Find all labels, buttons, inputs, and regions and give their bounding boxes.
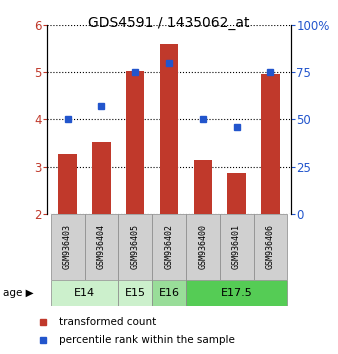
Text: GSM936401: GSM936401: [232, 224, 241, 269]
Text: GSM936405: GSM936405: [131, 224, 140, 269]
Bar: [118, 280, 152, 306]
Bar: [186, 214, 220, 280]
Bar: [126, 71, 145, 214]
Bar: [84, 214, 118, 280]
Bar: [118, 214, 152, 280]
Bar: [51, 214, 84, 280]
Bar: [227, 173, 246, 214]
Text: percentile rank within the sample: percentile rank within the sample: [59, 335, 235, 344]
Bar: [51, 280, 118, 306]
Bar: [58, 154, 77, 214]
Bar: [220, 214, 254, 280]
Bar: [160, 44, 178, 214]
Text: GSM936406: GSM936406: [266, 224, 275, 269]
Text: E16: E16: [159, 288, 179, 298]
Text: age ▶: age ▶: [3, 288, 34, 298]
Bar: [152, 214, 186, 280]
Text: GDS4591 / 1435062_at: GDS4591 / 1435062_at: [88, 16, 250, 30]
Text: E17.5: E17.5: [221, 288, 252, 298]
Text: GSM936400: GSM936400: [198, 224, 207, 269]
Bar: [186, 280, 287, 306]
Text: transformed count: transformed count: [59, 318, 156, 327]
Bar: [261, 74, 280, 214]
Text: E15: E15: [125, 288, 146, 298]
Text: GSM936403: GSM936403: [63, 224, 72, 269]
Bar: [92, 142, 111, 214]
Text: GSM936402: GSM936402: [165, 224, 173, 269]
Bar: [152, 280, 186, 306]
Text: GSM936404: GSM936404: [97, 224, 106, 269]
Bar: [193, 160, 212, 214]
Bar: [254, 214, 287, 280]
Text: E14: E14: [74, 288, 95, 298]
